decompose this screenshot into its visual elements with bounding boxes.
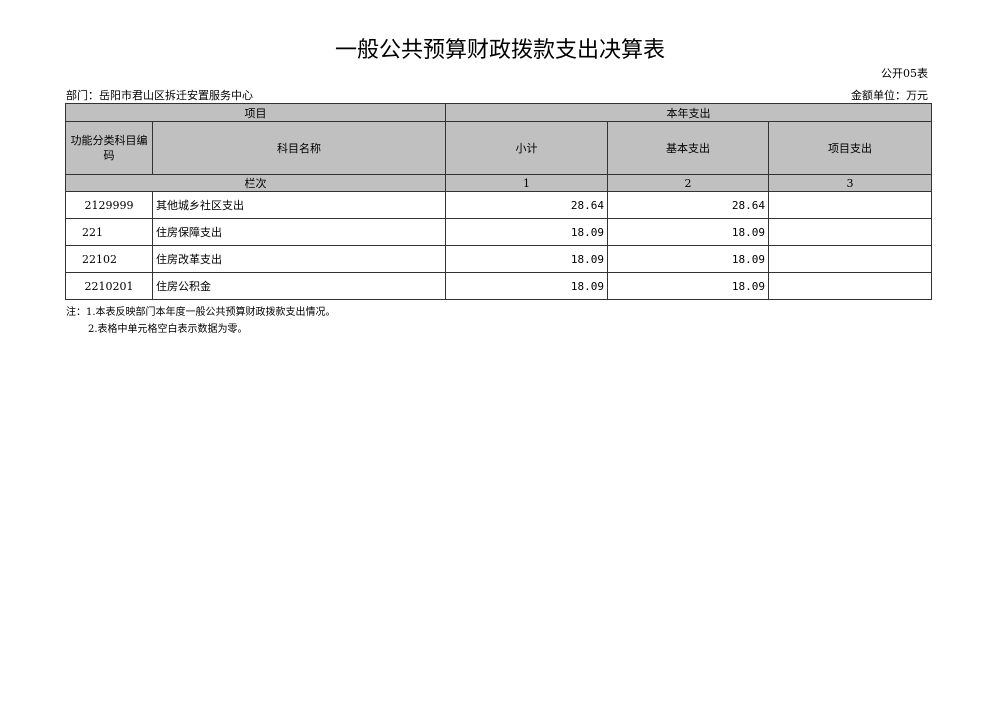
expenditure-table: 项目 本年支出 功能分类科目编码 科目名称 小计 基本支出 项目支出 栏次 1 2 3 2129… [65,103,932,300]
cell-code: 22102 [65,245,153,273]
cell-subtotal: 18.09 [445,272,608,300]
table-code: 公开05表 [881,67,928,80]
cell-code: 2210201 [65,272,153,300]
cell-basic: 18.09 [607,245,769,273]
cell-subtotal: 28.64 [445,191,608,219]
header-basic: 基本支出 [607,121,769,175]
cell-project [768,218,932,246]
cell-basic: 18.09 [607,272,769,300]
cell-code: 2129999 [65,191,153,219]
unit-label: 金额单位：万元 [851,89,928,102]
cell-project [768,272,932,300]
cell-name: 住房改革支出 [152,245,446,273]
table-row: 22102 住房改革支出 18.09 18.09 [65,245,932,273]
cell-basic: 28.64 [607,191,769,219]
header-code: 功能分类科目编码 [65,121,153,175]
cell-name: 住房公积金 [152,272,446,300]
note-1: 注：1.本表反映部门本年度一般公共预算财政拨款支出情况。 [66,307,336,318]
header-subtotal: 小计 [445,121,608,175]
table-row: 2129999 其他城乡社区支出 28.64 28.64 [65,191,932,219]
col-index-1: 1 [445,174,608,192]
header-row-label: 栏次 [65,174,446,192]
col-index-2: 2 [607,174,769,192]
page-title: 一般公共预算财政拨款支出决算表 [334,38,665,63]
header-project: 项目支出 [768,121,932,175]
header-item: 项目 [65,103,446,122]
cell-name: 住房保障支出 [152,218,446,246]
header-name: 科目名称 [152,121,446,175]
note-2: 2.表格中单元格空白表示数据为零。 [88,324,248,335]
cell-subtotal: 18.09 [445,218,608,246]
cell-code: 221 [65,218,153,246]
cell-basic: 18.09 [607,218,769,246]
table-row: 221 住房保障支出 18.09 18.09 [65,218,932,246]
cell-name: 其他城乡社区支出 [152,191,446,219]
header-current-year: 本年支出 [445,103,932,122]
cell-project [768,191,932,219]
notes: 注：1.本表反映部门本年度一般公共预算财政拨款支出情况。 2.表格中单元格空白表… [66,304,336,338]
cell-project [768,245,932,273]
cell-subtotal: 18.09 [445,245,608,273]
table-row: 2210201 住房公积金 18.09 18.09 [65,272,932,300]
department-label: 部门：岳阳市君山区拆迁安置服务中心 [66,89,253,102]
col-index-3: 3 [768,174,932,192]
